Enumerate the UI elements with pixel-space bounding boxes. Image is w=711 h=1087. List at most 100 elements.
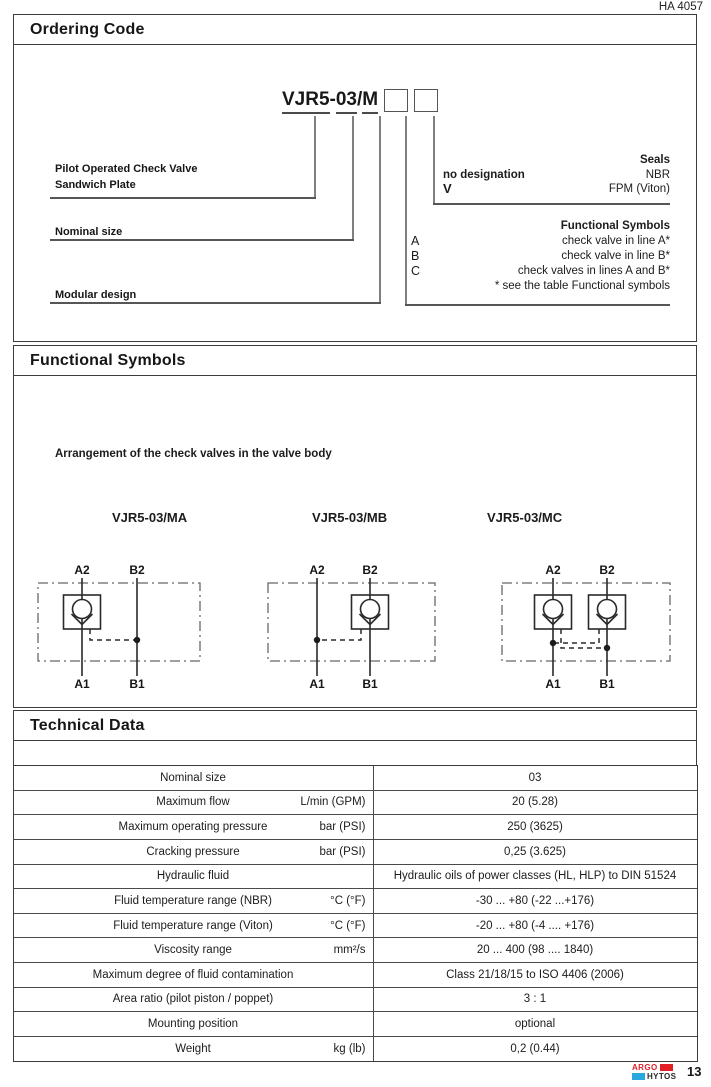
- functional-symbols-titlebar: Functional Symbols: [14, 346, 696, 376]
- param-unit: kg (lb): [333, 1042, 366, 1055]
- connector-series: [314, 116, 316, 197]
- port-label: B1: [599, 677, 615, 691]
- param-unit: °C (°F): [330, 894, 366, 907]
- order-code-sep1: -: [329, 89, 336, 110]
- param-value: Hydraulic oils of power classes (HL, HLP…: [372, 864, 697, 889]
- seals-legend: Seals no designation NBR V FPM (Viton): [443, 153, 670, 197]
- table-row: Nominal size 03: [13, 766, 697, 791]
- seals-row: V FPM (Viton): [443, 181, 670, 197]
- junction-dot: [313, 636, 321, 644]
- table-row: Fluid temperature range (Viton) °C (°F) -…: [13, 913, 697, 939]
- param-label: Cracking pressure: [146, 845, 240, 858]
- param-value: 0,25 (3.625): [372, 839, 697, 864]
- functional-legend-heading: Functional Symbols: [560, 220, 670, 232]
- rule-seals: [433, 203, 670, 205]
- rule-functional: [405, 304, 670, 306]
- section-ordering-code: Ordering Code VJR5 - 03 / M: [13, 14, 697, 342]
- logo-text-argo: ARGO: [632, 1062, 658, 1072]
- param-value: Class 21/18/15 to ISO 4406 (2006): [372, 963, 697, 987]
- connector-size: [352, 116, 354, 239]
- arrangement-note: Arrangement of the check valves in the v…: [55, 448, 332, 460]
- port-label: B2: [362, 563, 378, 577]
- functional-legend-row: C check valves in lines A and B*: [411, 264, 670, 279]
- port-label: B2: [599, 563, 615, 577]
- param-unit: bar (PSI): [319, 845, 366, 858]
- diagram-title-ma: VJR5-03/MA: [112, 510, 188, 525]
- functional-symbols-title: Functional Symbols: [30, 351, 186, 369]
- connector-modular: [379, 116, 381, 302]
- technical-data-title: Technical Data: [30, 716, 145, 734]
- pilot-line: [89, 629, 137, 641]
- port-label: A2: [74, 563, 90, 577]
- callout-modular-design: Modular design: [55, 289, 137, 301]
- func-code-b: B: [411, 249, 420, 263]
- func-code-c: C: [411, 264, 421, 278]
- func-code-a: A: [411, 234, 420, 248]
- param-label: Maximum operating pressure: [118, 821, 268, 834]
- order-code: VJR5 - 03 / M: [282, 89, 439, 114]
- param-unit: mm²/s: [333, 944, 366, 957]
- seal-code-none: no designation: [443, 168, 525, 181]
- port-label: A2: [545, 563, 561, 577]
- port-label: B1: [129, 677, 145, 691]
- param-label: Viscosity range: [154, 944, 232, 957]
- port-label: A1: [74, 677, 90, 691]
- seal-value-fpm: FPM (Viton): [608, 183, 670, 195]
- diagram-title-mc: VJR5-03/MC: [487, 510, 563, 525]
- callout-pilot-line1: Pilot Operated Check Valve: [55, 163, 198, 175]
- param-value: 0,2 (0.44): [372, 1036, 697, 1061]
- pilot-line: [317, 629, 362, 641]
- seals-heading: Seals: [639, 154, 670, 166]
- port-label: B1: [362, 677, 378, 691]
- table-row: Maximum flow L/min (GPM) 20 (5.28): [13, 790, 697, 816]
- port-label: A1: [545, 677, 561, 691]
- page-number: 13: [687, 1064, 702, 1079]
- func-desc-a: check valve in line A*: [561, 235, 670, 247]
- param-label: Weight: [175, 1042, 211, 1055]
- param-label: Maximum degree of fluid contamination: [92, 968, 294, 981]
- junction-dot: [603, 644, 611, 652]
- connector-seal: [433, 116, 435, 203]
- order-code-box-functional-symbol: [384, 89, 409, 112]
- functional-legend-row: A check valve in line A*: [411, 234, 670, 249]
- param-value: 20 (5.28): [372, 790, 697, 815]
- document-reference: HA 4057: [658, 1, 703, 13]
- param-value: 250 (3625): [372, 815, 697, 839]
- section-functional-symbols: Functional Symbols Arrangement of the ch…: [13, 345, 697, 708]
- argo-hytos-logo: ARGO HYTOS: [632, 1063, 676, 1081]
- junction-dot: [133, 636, 141, 644]
- param-label: Maximum flow: [156, 796, 230, 809]
- table-row: Fluid temperature range (NBR) °C (°F) -30…: [13, 889, 697, 914]
- section-technical-data: Technical Data Nominal size 03 Maximum f…: [12, 710, 698, 1062]
- table-row: Weight kg (lb) 0,2 (0.44): [14, 1036, 697, 1061]
- order-code-modular: M: [362, 89, 379, 114]
- param-label: Nominal size: [160, 771, 226, 784]
- order-code-sep2: /: [357, 89, 363, 110]
- param-unit: °C (°F): [330, 919, 366, 932]
- logo-blue-square: [632, 1073, 645, 1080]
- param-value: optional: [372, 1012, 697, 1036]
- check-valve-symbol: [587, 594, 627, 630]
- param-unit: L/min (GPM): [300, 796, 366, 809]
- port-label: A1: [309, 677, 325, 691]
- pilot-line: [553, 629, 600, 644]
- junction-dot: [549, 639, 557, 647]
- check-valve-symbol: [350, 594, 390, 630]
- check-valve-symbol: [533, 594, 573, 630]
- logo-red-square: [659, 1064, 673, 1071]
- func-desc-c: check valves in lines A and B*: [517, 265, 670, 277]
- connector-functional: [405, 116, 407, 304]
- order-code-box-seal: [414, 89, 439, 112]
- param-label: Mounting position: [147, 1018, 239, 1031]
- hydraulic-schematic-mb: A2 B2 A1 B1: [267, 563, 436, 691]
- rule-pilot: [50, 197, 316, 199]
- technical-data-table: Nominal size 03 Maximum flow L/min (GPM) …: [12, 765, 698, 1062]
- param-label: Fluid temperature range (NBR): [114, 894, 272, 907]
- hydraulic-schematic-mc: A2 B2 A1 B1: [501, 563, 671, 691]
- table-row: Hydraulic fluid Hydraulic oils of power …: [13, 864, 697, 890]
- seals-row: no designation NBR: [443, 168, 670, 183]
- param-value: 3 : 1: [372, 987, 697, 1012]
- param-unit: bar (PSI): [319, 821, 366, 834]
- pilot-line: [560, 629, 607, 649]
